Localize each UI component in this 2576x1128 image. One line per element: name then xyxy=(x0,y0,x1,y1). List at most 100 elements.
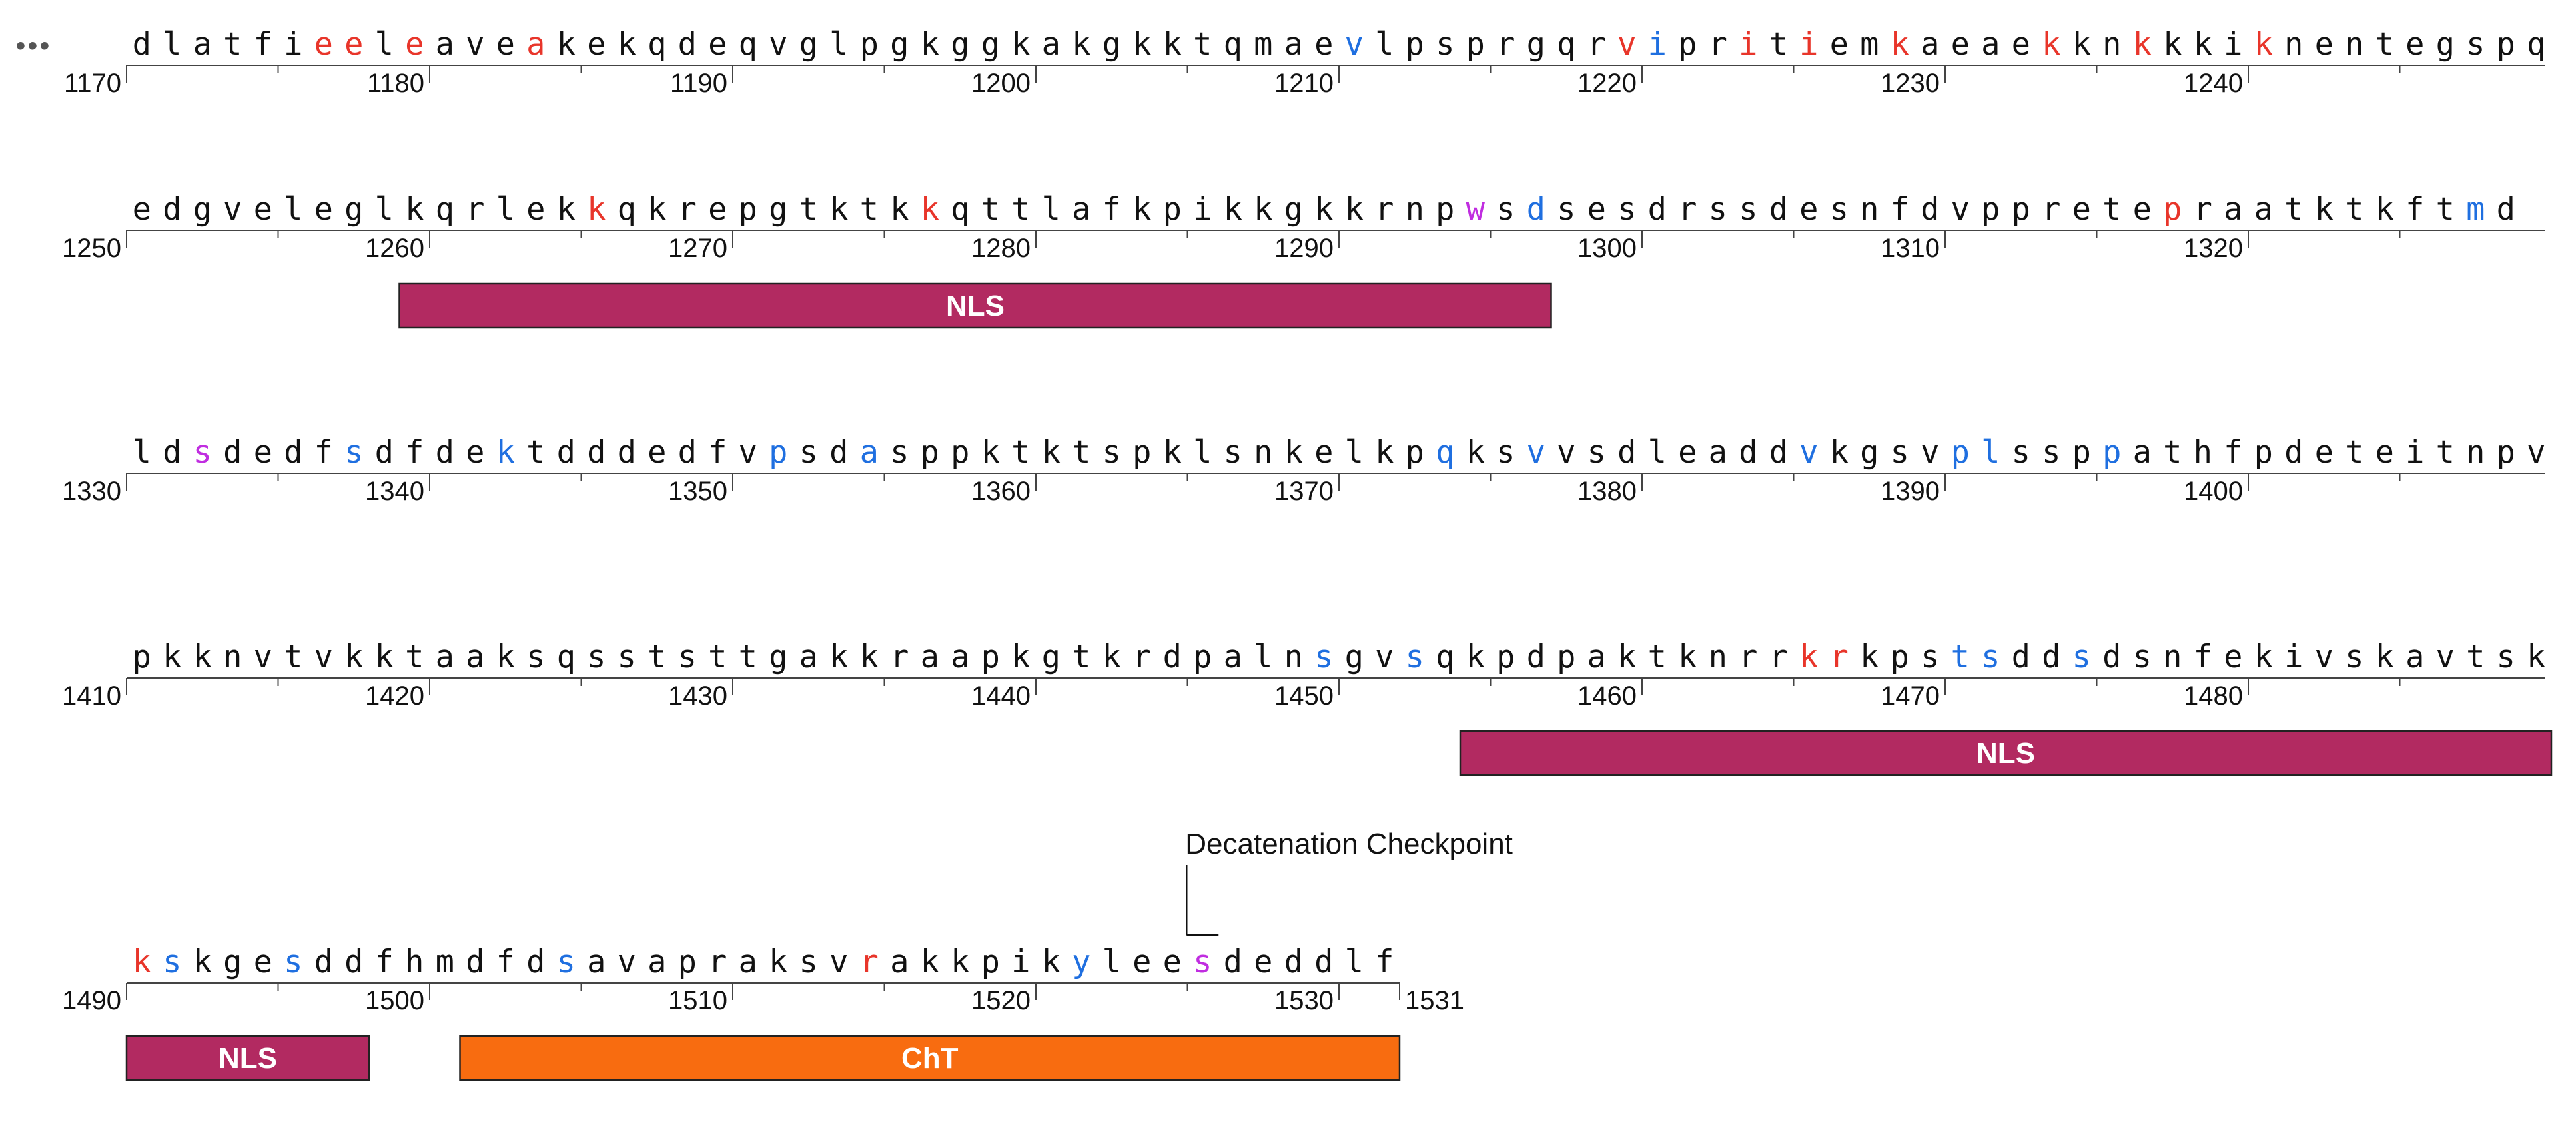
residue: k xyxy=(890,191,909,228)
residue: f xyxy=(496,944,515,980)
residue: d xyxy=(314,944,333,980)
residue: i xyxy=(1739,26,1757,63)
residue: k xyxy=(1314,191,1333,228)
residue: t xyxy=(1193,26,1212,63)
residue: s xyxy=(1314,639,1333,675)
residue: e xyxy=(1314,434,1333,471)
residue: l xyxy=(1648,434,1667,471)
residue: a xyxy=(2405,639,2424,675)
residue: s xyxy=(2072,639,2091,675)
residue: i xyxy=(1648,26,1667,63)
residue: a xyxy=(951,639,969,675)
residue: e xyxy=(1951,26,1970,63)
residue: d xyxy=(1224,944,1242,980)
residue: q xyxy=(1436,434,1454,471)
residue: r xyxy=(708,944,727,980)
residue: v xyxy=(829,944,848,980)
residue: t xyxy=(981,191,1000,228)
more-indicator[interactable]: ••• xyxy=(16,31,52,61)
residue: s xyxy=(1739,191,1757,228)
residue: d xyxy=(526,944,545,980)
residue: t xyxy=(2102,191,2121,228)
residue: k xyxy=(405,191,424,228)
residue: e xyxy=(1132,944,1151,980)
residue: t xyxy=(2436,191,2455,228)
residue: a xyxy=(1587,639,1606,675)
position-number: 1190 xyxy=(670,69,727,98)
residue: p xyxy=(1678,26,1697,63)
residue: l xyxy=(1193,434,1212,471)
residue: v xyxy=(1951,191,1970,228)
residue: s xyxy=(1193,944,1212,980)
residue: d xyxy=(133,26,151,63)
residue: e xyxy=(1254,944,1272,980)
nls-feature-label: NLS xyxy=(218,1042,277,1075)
residue: d xyxy=(466,944,484,980)
residue: q xyxy=(951,191,969,228)
residue: d xyxy=(1527,191,1545,228)
residue: r xyxy=(1739,639,1757,675)
residue: t xyxy=(1072,434,1090,471)
position-number: 1500 xyxy=(365,986,424,1015)
residue: s xyxy=(1436,26,1454,63)
position-number: 1510 xyxy=(668,986,727,1015)
residue: a xyxy=(799,639,818,675)
residue: v xyxy=(2315,639,2334,675)
residue: l xyxy=(1042,191,1061,228)
position-number: 1280 xyxy=(971,234,1031,263)
residue: d xyxy=(284,434,302,471)
residue: k xyxy=(193,944,212,980)
residue: v xyxy=(254,639,272,675)
residue: p xyxy=(1132,434,1151,471)
sequence-row: pkknvtvkktaaksqsststtgakkraapkgtkrdpalns… xyxy=(62,639,2551,775)
residue: g xyxy=(1345,639,1364,675)
residue: s xyxy=(2345,639,2363,675)
residue: v xyxy=(466,26,484,63)
residue: m xyxy=(1254,26,1272,63)
position-number: 1340 xyxy=(365,477,424,506)
position-number: 1270 xyxy=(668,234,727,263)
residue: i xyxy=(1799,26,1818,63)
residue: r xyxy=(1830,639,1849,675)
residue: p xyxy=(1466,26,1485,63)
residue: k xyxy=(1891,26,1909,63)
residue: s xyxy=(1102,434,1121,471)
residue: s xyxy=(1587,434,1606,471)
residue: r xyxy=(2042,191,2060,228)
residue: s xyxy=(1496,434,1515,471)
residue: k xyxy=(860,639,879,675)
residue: l xyxy=(1102,944,1121,980)
residue: l xyxy=(375,191,394,228)
residue: e xyxy=(254,434,272,471)
residue: d xyxy=(163,434,181,471)
residue: a xyxy=(2224,191,2242,228)
residue: p xyxy=(951,434,969,471)
residue: a xyxy=(1921,26,1939,63)
residue: e xyxy=(708,191,727,228)
residue: t xyxy=(2345,434,2363,471)
position-number: 1200 xyxy=(971,69,1031,98)
residue: d xyxy=(557,434,576,471)
residue: r xyxy=(1375,191,1394,228)
residue: v xyxy=(1375,639,1394,675)
residue: a xyxy=(890,944,909,980)
residue: s xyxy=(1617,191,1636,228)
residue: r xyxy=(890,639,909,675)
residue: s xyxy=(1557,191,1575,228)
position-number: 1180 xyxy=(367,69,424,98)
residue: l xyxy=(1345,434,1364,471)
residue: k xyxy=(1102,639,1121,675)
residue: k xyxy=(769,944,787,980)
residue: s xyxy=(163,944,181,980)
residue: t xyxy=(1951,639,1970,675)
residue: s xyxy=(2133,639,2152,675)
residue: k xyxy=(647,191,666,228)
sequence-text: pkknvtvkktaaksqsststtgakkraapkgtkrdpalns… xyxy=(133,639,2546,675)
residue: s xyxy=(193,434,212,471)
residue: s xyxy=(284,944,302,980)
residue: d xyxy=(1314,944,1333,980)
residue: k xyxy=(1284,434,1303,471)
residue: v xyxy=(1557,434,1575,471)
residue: f xyxy=(1375,944,1394,980)
